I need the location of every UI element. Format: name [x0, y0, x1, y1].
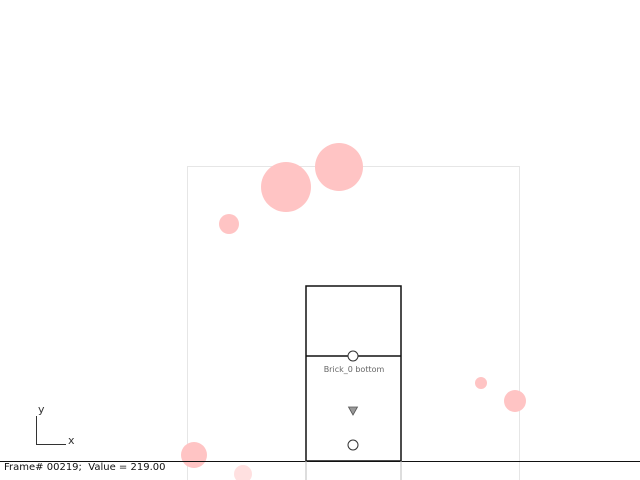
center-of-mass-marker [347, 406, 359, 416]
brick-label: Brick_0 bottom [324, 365, 385, 374]
brick-body[interactable] [305, 285, 402, 462]
brick-bottom-handle[interactable] [347, 350, 359, 362]
value-label: Value = [88, 462, 128, 473]
frame-number: 00219; [46, 462, 82, 473]
particle [504, 390, 526, 412]
particle [219, 214, 239, 234]
frame-label: Frame# [4, 462, 44, 473]
x-axis-label: x [68, 434, 75, 447]
y-axis-label: y [38, 403, 45, 416]
value-readout: 219.00 [130, 462, 166, 473]
particle [181, 442, 207, 468]
status-bar: Frame# 00219; Value = 219.00 [4, 462, 166, 473]
pivot-handle[interactable] [347, 439, 359, 451]
simulation-bounds [187, 166, 520, 480]
particle [475, 377, 487, 389]
particle [261, 162, 311, 212]
particle [234, 465, 252, 480]
particle [315, 143, 363, 191]
